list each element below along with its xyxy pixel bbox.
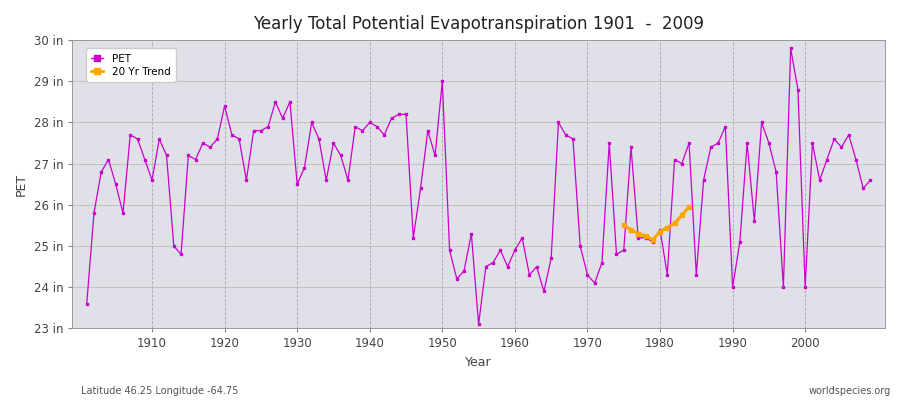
PET bbox=[509, 248, 520, 252]
20 Yr Trend bbox=[618, 223, 629, 228]
Text: Latitude 46.25 Longitude -64.75: Latitude 46.25 Longitude -64.75 bbox=[81, 386, 239, 396]
PET bbox=[473, 322, 484, 327]
20 Yr Trend bbox=[669, 221, 680, 226]
PET bbox=[865, 178, 876, 182]
Line: PET: PET bbox=[86, 47, 872, 326]
PET bbox=[299, 165, 310, 170]
PET bbox=[81, 301, 92, 306]
PET bbox=[786, 46, 796, 51]
20 Yr Trend bbox=[654, 229, 665, 234]
Line: 20 Yr Trend: 20 Yr Trend bbox=[621, 204, 691, 242]
20 Yr Trend bbox=[684, 204, 695, 209]
20 Yr Trend bbox=[640, 233, 651, 238]
PET bbox=[140, 157, 150, 162]
20 Yr Trend bbox=[662, 225, 672, 230]
PET bbox=[604, 141, 615, 146]
Y-axis label: PET: PET bbox=[15, 173, 28, 196]
Title: Yearly Total Potential Evapotranspiration 1901  -  2009: Yearly Total Potential Evapotranspiratio… bbox=[253, 15, 704, 33]
X-axis label: Year: Year bbox=[465, 356, 492, 369]
20 Yr Trend bbox=[677, 213, 688, 218]
Legend: PET, 20 Yr Trend: PET, 20 Yr Trend bbox=[86, 48, 176, 82]
20 Yr Trend bbox=[626, 227, 636, 232]
20 Yr Trend bbox=[633, 231, 643, 236]
PET bbox=[343, 178, 354, 182]
20 Yr Trend bbox=[647, 238, 658, 242]
Text: worldspecies.org: worldspecies.org bbox=[809, 386, 891, 396]
PET bbox=[517, 236, 527, 240]
